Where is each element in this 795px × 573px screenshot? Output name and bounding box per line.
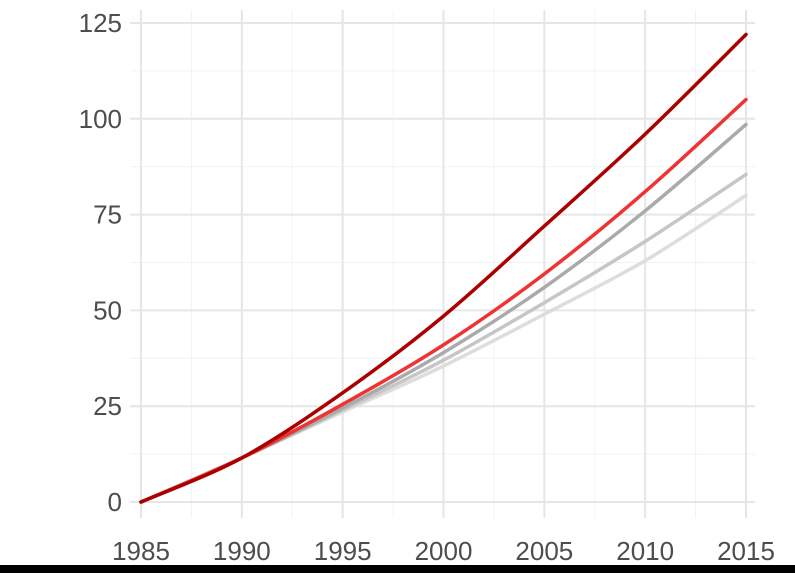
- x-tick-label-2010: 2010: [616, 536, 674, 566]
- x-tick-label-2015: 2015: [717, 536, 775, 566]
- y-axis-tick-labels: 0 25 50 75 100 125: [79, 8, 122, 517]
- major-gridlines: [130, 10, 755, 518]
- series-line-5: [139, 32, 748, 504]
- bottom-edge-strip: [0, 565, 795, 573]
- y-tick-label-25: 25: [93, 391, 122, 421]
- y-tick-label-50: 50: [93, 295, 122, 325]
- x-tick-label-1985: 1985: [112, 536, 170, 566]
- x-tick-label-2005: 2005: [515, 536, 573, 566]
- x-tick-label-1990: 1990: [213, 536, 271, 566]
- y-tick-label-100: 100: [79, 104, 122, 134]
- x-axis-tick-labels: 1985 1990 1995 2000 2005 2010 2015: [112, 536, 775, 566]
- series-lines: [139, 32, 748, 504]
- x-tick-label-2000: 2000: [415, 536, 473, 566]
- x-tick-label-1995: 1995: [314, 536, 372, 566]
- y-tick-label-75: 75: [93, 200, 122, 230]
- y-tick-label-125: 125: [79, 8, 122, 38]
- y-tick-label-0: 0: [108, 487, 122, 517]
